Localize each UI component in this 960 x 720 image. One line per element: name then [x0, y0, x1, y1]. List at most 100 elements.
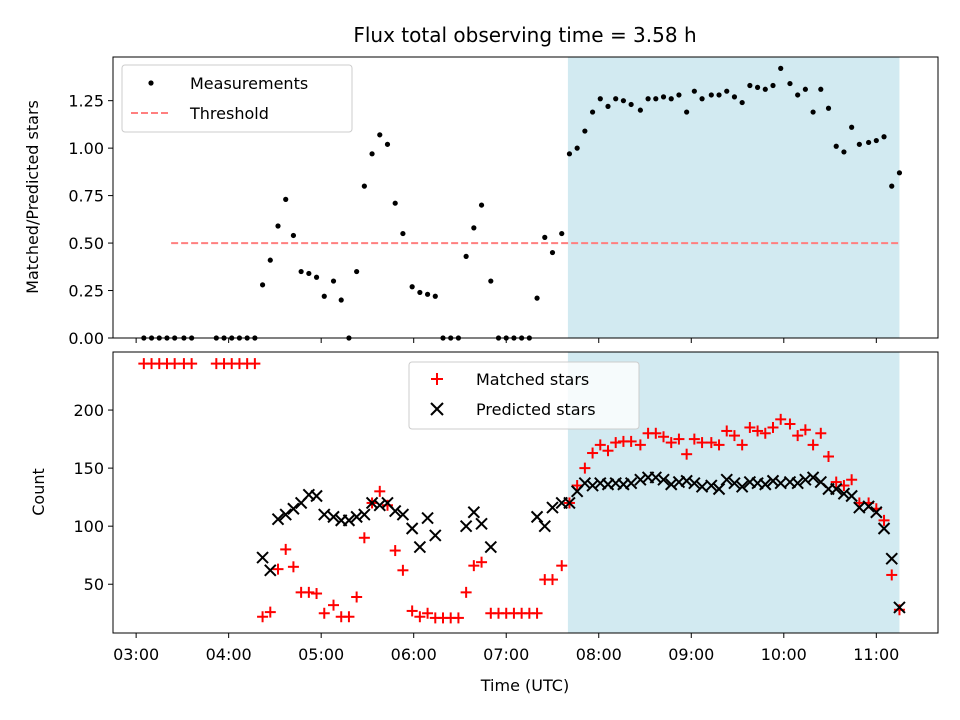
- measurement-point: [881, 134, 887, 140]
- y-axis-label-top: Matched/Predicted stars: [23, 100, 42, 294]
- shade-band-top: [567, 57, 900, 338]
- x-tick-label: 06:00: [391, 645, 437, 664]
- shaded-region-top: [567, 57, 900, 338]
- predicted-point: [735, 480, 749, 493]
- legend-measurements-marker: [148, 80, 154, 86]
- matched-point: [468, 560, 480, 572]
- predicted-point: [318, 508, 331, 521]
- matched-point: [351, 591, 363, 603]
- measurement-point: [889, 183, 895, 189]
- measurement-point: [637, 107, 643, 113]
- predicted-point: [665, 478, 678, 491]
- legend-bottom-box: [408, 361, 640, 430]
- measurement-point: [724, 88, 730, 94]
- matched-point: [287, 561, 299, 573]
- matched-point: [358, 532, 370, 544]
- matched-point: [264, 606, 276, 618]
- matched-point: [571, 480, 583, 492]
- measurement-point: [267, 257, 273, 263]
- matched-point: [594, 439, 606, 451]
- measurement-point: [488, 278, 494, 284]
- matched-point: [744, 421, 756, 433]
- measurement-point: [613, 96, 619, 102]
- measurement-point: [770, 82, 776, 89]
- matched-point: [546, 574, 558, 586]
- predicted-point: [396, 508, 410, 521]
- measurement-point: [754, 84, 761, 90]
- measurement-point: [676, 92, 682, 98]
- matched-point: [878, 514, 890, 526]
- measurement-point: [549, 249, 556, 256]
- matched-point: [257, 611, 269, 623]
- measurement-point: [313, 274, 320, 280]
- y-tick-label: 0.50: [68, 234, 104, 253]
- predicted-point: [373, 499, 386, 512]
- matched-point: [665, 437, 677, 449]
- matched-point: [328, 599, 340, 611]
- matched-point: [406, 605, 418, 617]
- measurement-point: [628, 101, 634, 108]
- measurement-point: [739, 99, 745, 106]
- predicted-point: [405, 522, 419, 535]
- measurement-point: [833, 143, 839, 149]
- measurement-point: [668, 96, 674, 102]
- x-tick-label: 04:00: [206, 645, 252, 664]
- predicted-point: [388, 504, 402, 518]
- matched-point: [272, 563, 284, 575]
- measurement-point: [896, 170, 903, 176]
- measurement-point: [574, 145, 580, 151]
- matched-point: [634, 439, 646, 451]
- matched-point: [736, 439, 748, 451]
- predicted-point: [705, 479, 718, 492]
- measurement-point: [542, 234, 548, 240]
- measurement-points: [141, 65, 903, 341]
- y-tick-label: 0.25: [68, 282, 104, 301]
- matched-point: [658, 431, 670, 443]
- measurement-point: [795, 92, 801, 98]
- matched-point: [846, 474, 858, 486]
- measurement-point: [708, 92, 714, 98]
- predicted-point: [728, 477, 741, 490]
- matched-point: [476, 556, 488, 568]
- measurement-point: [361, 183, 367, 189]
- matched-point: [303, 586, 315, 598]
- measurement-point: [432, 293, 438, 299]
- matched-point: [728, 430, 740, 442]
- measurement-point: [417, 289, 423, 296]
- x-tick-label: 09:00: [668, 645, 714, 664]
- legend-bottom: Matched stars Predicted stars: [408, 361, 640, 430]
- measurement-point: [747, 82, 753, 89]
- predicted-point: [358, 508, 371, 521]
- predicted-point: [327, 510, 340, 524]
- predicted-point: [429, 529, 442, 542]
- measurement-point: [762, 86, 768, 92]
- predicted-point: [279, 508, 292, 521]
- measurement-point: [684, 109, 690, 115]
- matched-point: [389, 545, 401, 557]
- legend-threshold-label: Threshold: [189, 104, 269, 123]
- measurement-point: [290, 232, 297, 239]
- matched-point: [414, 611, 426, 623]
- matched-point: [823, 451, 835, 463]
- x-tick-label: 07:00: [483, 645, 529, 664]
- predicted-point: [634, 473, 647, 486]
- matched-point: [318, 607, 330, 619]
- x-tick-label: 08:00: [576, 645, 622, 664]
- matched-point: [531, 607, 543, 619]
- measurement-point: [802, 86, 808, 92]
- matched-point: [602, 445, 614, 457]
- matched-point: [713, 439, 725, 451]
- measurement-point: [354, 268, 360, 275]
- legend-top-box: [121, 64, 353, 133]
- measurement-point: [377, 132, 383, 138]
- predicted-point: [563, 496, 576, 510]
- measurement-point: [866, 139, 872, 146]
- measurement-point: [582, 128, 588, 134]
- predicted-point: [467, 506, 481, 519]
- predicted-point: [271, 512, 285, 526]
- predicted-point: [885, 552, 898, 565]
- matched-point: [280, 543, 292, 555]
- predicted-point: [845, 489, 858, 503]
- matched-point: [311, 588, 323, 600]
